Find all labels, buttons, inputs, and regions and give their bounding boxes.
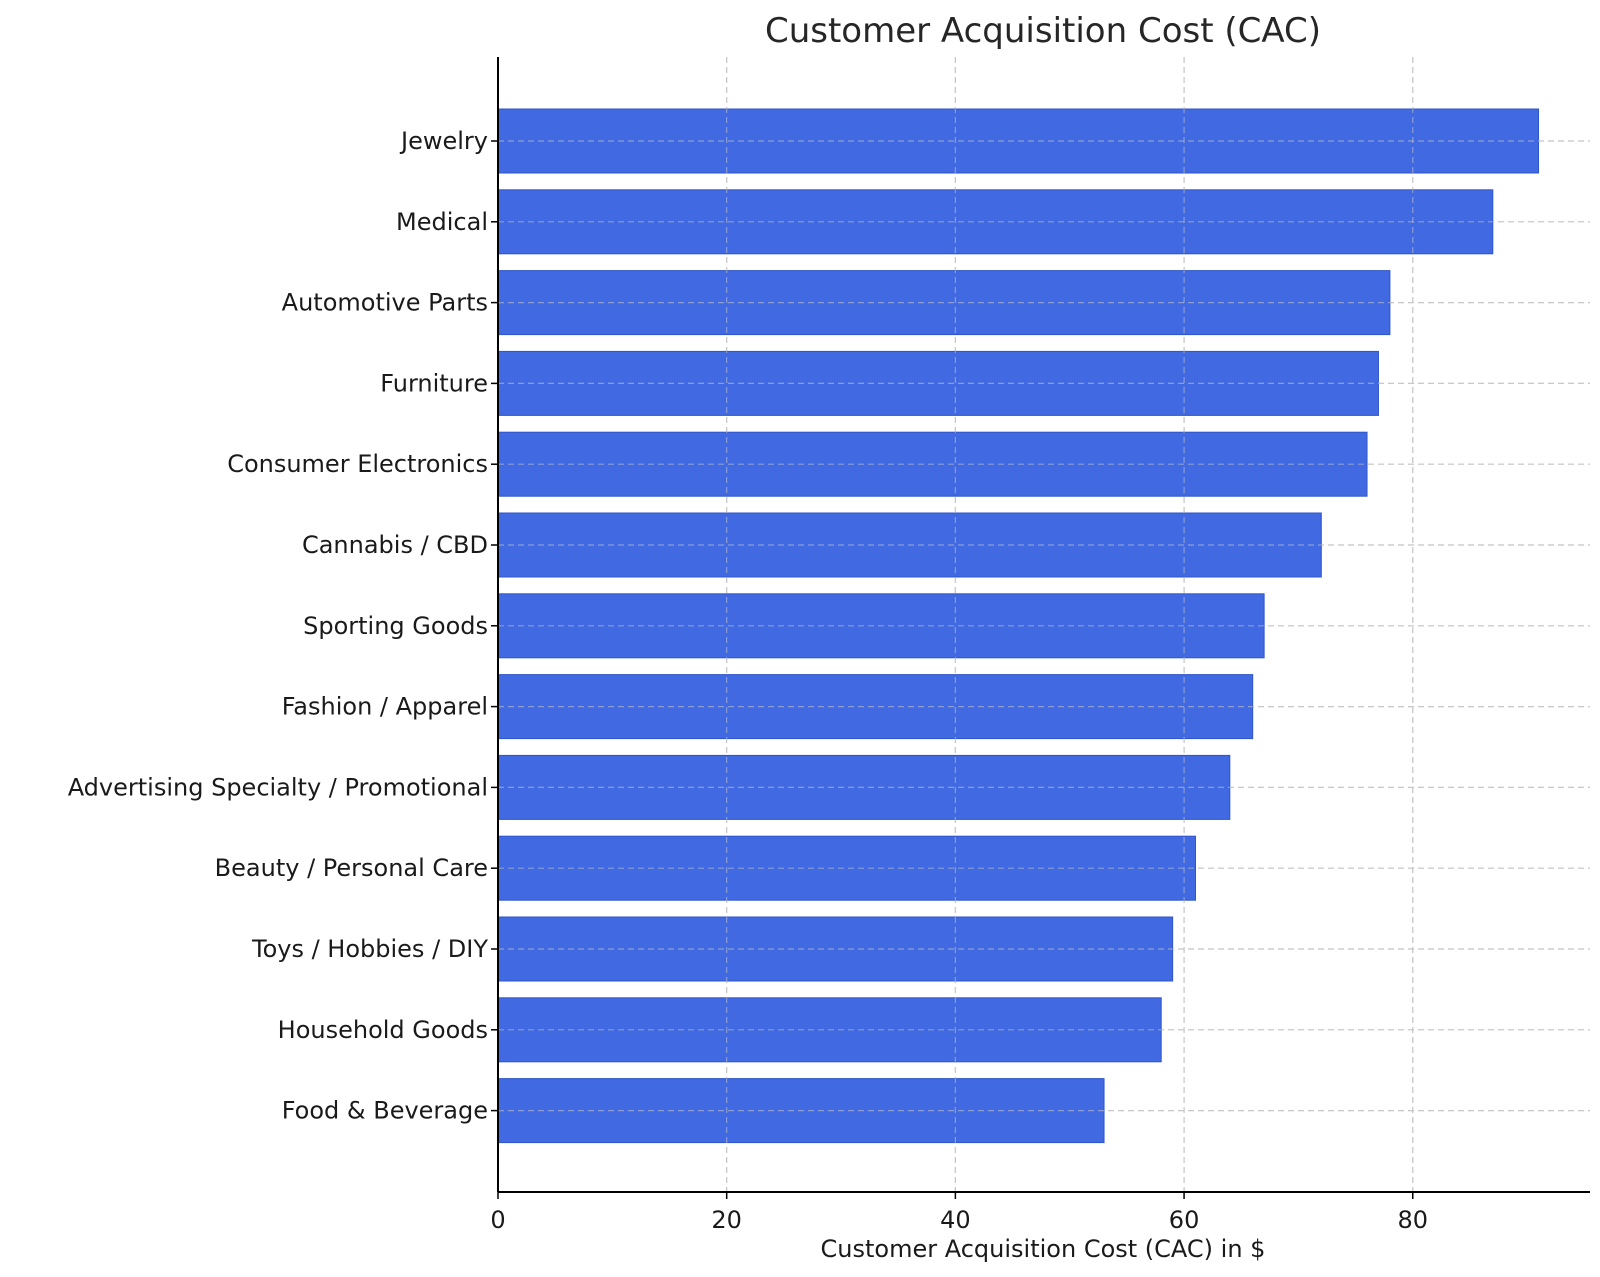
category-label: Toys / Hobbies / DIY [251, 935, 488, 963]
axes [497, 57, 1590, 1193]
category-label: Automotive Parts [282, 289, 488, 317]
x-tick-label: 40 [940, 1206, 971, 1234]
category-label: Food & Beverage [282, 1097, 488, 1125]
category-label: Jewelry [399, 127, 488, 155]
category-label: Beauty / Personal Care [215, 854, 488, 882]
x-tick-label: 80 [1397, 1206, 1428, 1234]
category-labels: Jewelry Medical Automotive Parts Furniture C… [68, 127, 498, 1125]
gridlines-overlay [498, 57, 1590, 1192]
chart-title: Customer Acquisition Cost (CAC) [765, 11, 1321, 51]
x-tick-label: 0 [490, 1206, 505, 1234]
category-label: Household Goods [278, 1016, 488, 1044]
category-label: Sporting Goods [303, 612, 488, 640]
x-tick-label: 20 [711, 1206, 742, 1234]
x-axis-label: Customer Acquisition Cost (CAC) in $ [821, 1235, 1266, 1263]
category-label: Fashion / Apparel [282, 693, 488, 721]
category-label: Consumer Electronics [227, 450, 488, 478]
category-label: Furniture [380, 369, 488, 397]
x-ticks: 0 20 40 60 80 [490, 1192, 1428, 1234]
category-label: Medical [396, 208, 488, 236]
category-label: Cannabis / CBD [302, 531, 488, 559]
x-tick-label: 60 [1169, 1206, 1200, 1234]
category-label: Advertising Specialty / Promotional [68, 773, 488, 801]
